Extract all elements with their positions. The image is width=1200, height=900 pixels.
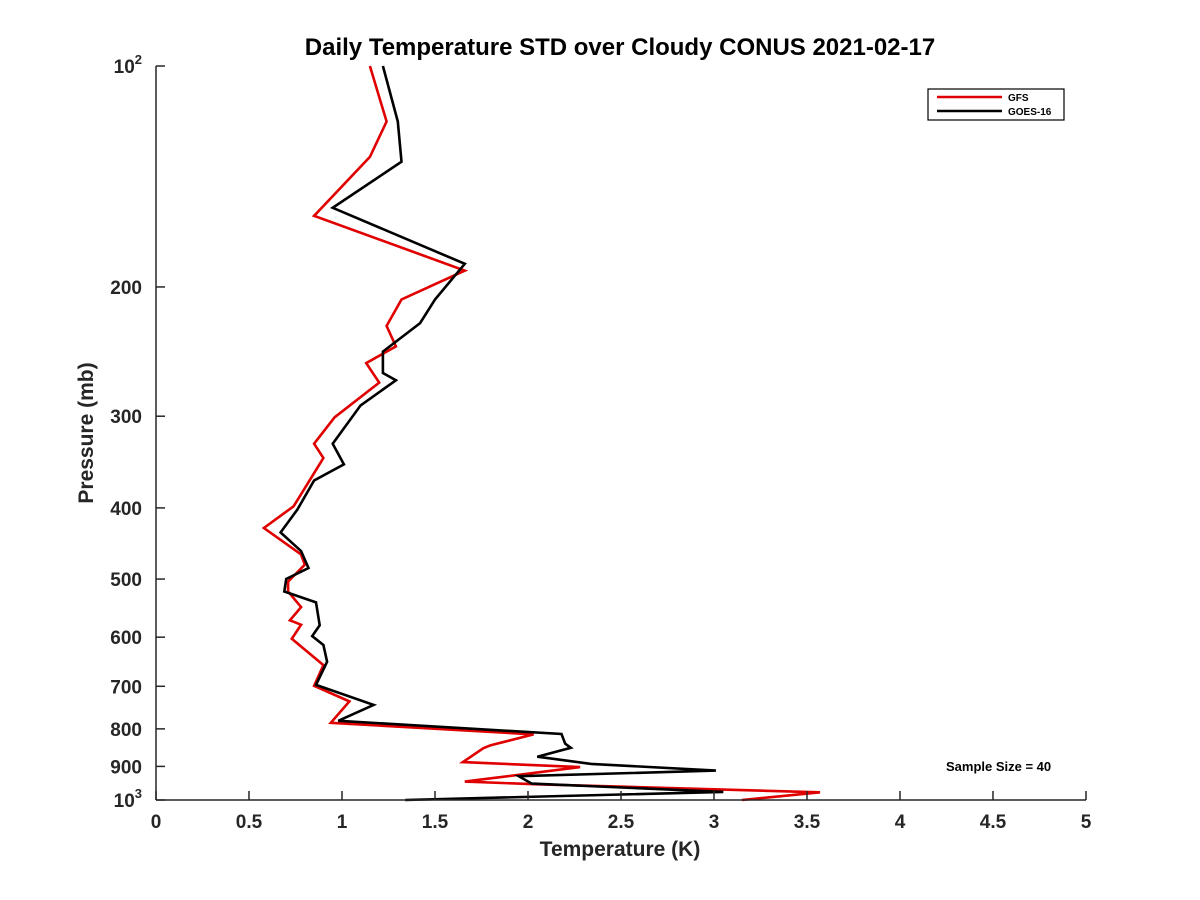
x-tick-label: 0 <box>151 812 162 833</box>
y-tick-label: 200 <box>110 278 142 299</box>
x-tick-label: 4.5 <box>980 812 1007 833</box>
y-tick-label: 700 <box>110 677 142 698</box>
x-tick-label: 0.5 <box>236 812 263 833</box>
y-tick-label: 600 <box>110 628 142 649</box>
x-tick-label: 2 <box>523 812 534 833</box>
y-tick-label: 300 <box>110 407 142 428</box>
x-tick-label: 1 <box>337 812 348 833</box>
series-line-gfs <box>261 65 821 802</box>
y-axis-label: Pressure (mb) <box>75 362 98 503</box>
x-tick-label: 2.5 <box>608 812 635 833</box>
x-tick-label: 5 <box>1081 812 1092 833</box>
y-tick-label: 500 <box>110 570 142 591</box>
y-tick-label: 900 <box>110 757 142 778</box>
plot-lines <box>261 65 821 802</box>
y-tick-label: 102 <box>114 52 142 78</box>
x-axis-label: Temperature (K) <box>540 838 701 861</box>
sample-size-annotation: Sample Size = 40 <box>946 759 1051 774</box>
x-tick-label: 4 <box>895 812 906 833</box>
chart-title: Daily Temperature STD over Cloudy CONUS … <box>305 34 935 61</box>
y-ticks: 102 200 300 400 500 600 700 800 900 103 <box>110 52 165 812</box>
x-ticks: 0 0.5 1 1.5 2 2.5 3 3.5 4 4.5 5 <box>151 791 1092 833</box>
legend-box <box>927 88 1065 121</box>
legend: GFS GOES-16 <box>927 88 1065 121</box>
y-tick-label: 400 <box>110 499 142 520</box>
x-tick-label: 3 <box>709 812 720 833</box>
y-tick-label: 800 <box>110 720 142 741</box>
series-line-goes-16 <box>278 65 724 802</box>
legend-label-goes-16: GOES-16 <box>1008 107 1052 118</box>
y-tick-label: 103 <box>114 786 142 812</box>
legend-label-gfs: GFS <box>1008 93 1029 104</box>
x-tick-label: 3.5 <box>794 812 821 833</box>
x-tick-label: 1.5 <box>422 812 449 833</box>
